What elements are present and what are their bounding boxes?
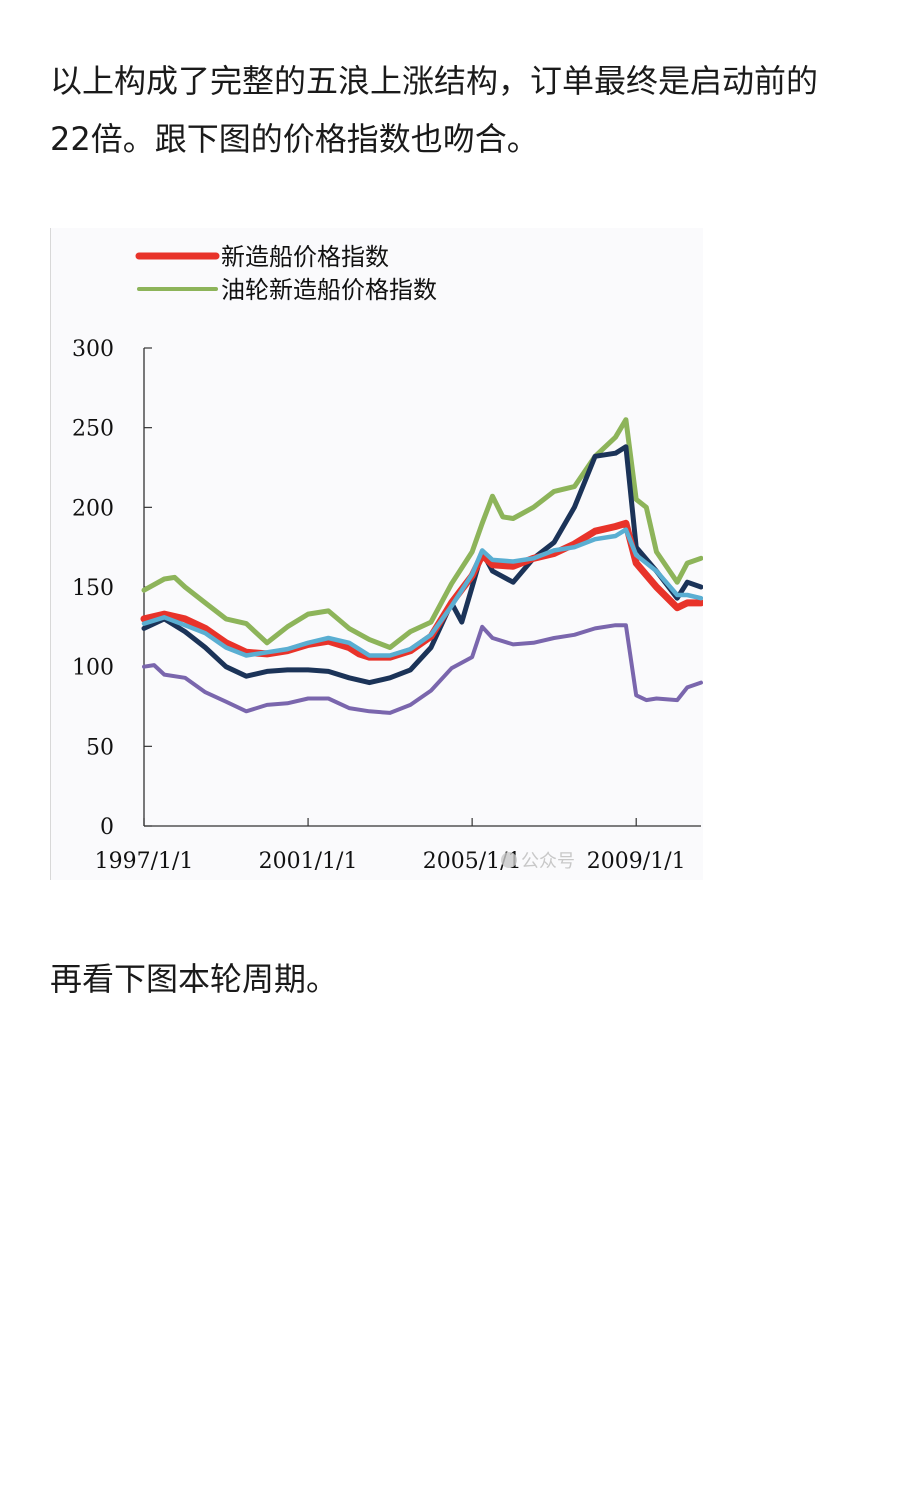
watermark-icon (501, 852, 517, 868)
series-line-2 (141, 444, 703, 686)
series-line-4 (141, 527, 703, 658)
x-tick-label: 2001/1/1 (259, 849, 358, 874)
y-tick-label: 50 (86, 735, 114, 760)
legend-label: 油轮新造船价格指数 (221, 276, 437, 304)
series-line-3 (142, 623, 703, 715)
y-tick-label: 300 (72, 337, 114, 362)
series-line-0 (140, 519, 703, 661)
series-line-1 (141, 417, 703, 650)
watermark: 公众号 (501, 851, 575, 872)
price-index-chart: 新造船价格指数油轮新造船价格指数 0 50 100 150 200 250 300 1997/… (50, 228, 703, 880)
watermark-text: 公众号 (521, 851, 575, 872)
intro-paragraph: 以上构成了完整的五浪上涨结构，订单最终是启动前的22倍。跟下图的价格指数也吻合。 (50, 62, 819, 158)
y-tick-label: 0 (100, 815, 114, 840)
x-tick-label: 2009/1/1 (587, 849, 686, 874)
y-tick-label: 150 (72, 576, 114, 601)
followup-paragraph: 再看下图本轮周期。 (50, 960, 339, 998)
y-tick-label: 200 (72, 496, 114, 521)
x-tick-label: 1997/1/1 (95, 849, 194, 874)
chart-series (140, 417, 703, 715)
legend-label: 新造船价格指数 (221, 243, 389, 271)
y-tick-label: 100 (72, 656, 114, 681)
y-tick-label: 250 (72, 417, 114, 442)
